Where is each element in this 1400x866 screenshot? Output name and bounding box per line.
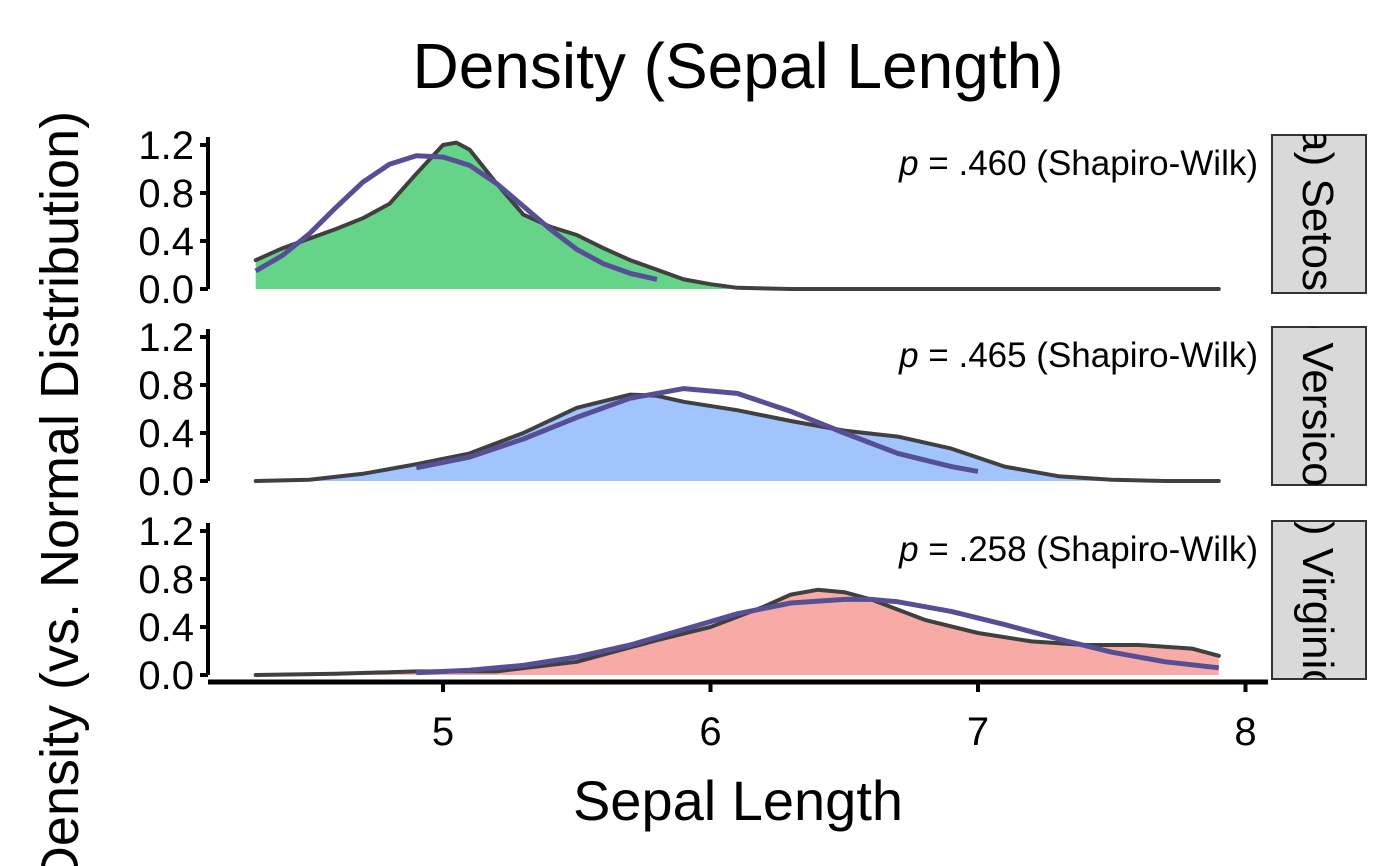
normal-curve <box>416 596 1220 676</box>
normal-curve <box>415 386 979 474</box>
p-symbol: p <box>898 336 918 375</box>
facet-strip-label: (c) Virginica <box>1293 484 1342 716</box>
facet-strip <box>1271 326 1367 486</box>
p-value-annotation: p = .460 (Shapiro-Wilk) <box>898 144 1258 183</box>
facet-strip-label-group: (b) Versicolor <box>1293 276 1342 535</box>
y-tick-label: 1.2 <box>138 124 194 168</box>
x-axis-label: Sepal Length <box>573 769 903 832</box>
p-value-text: = .258 (Shapiro-Wilk) <box>919 530 1258 569</box>
density-area <box>255 589 1219 675</box>
p-value-annotation: p = .465 (Shapiro-Wilk) <box>898 336 1258 375</box>
facet-strip-label-group: (a) Setosa <box>1293 113 1342 317</box>
density-line <box>253 392 1221 483</box>
density-area <box>255 142 1219 289</box>
y-tick-label: 1.2 <box>138 510 194 554</box>
y-tick-label: 0.8 <box>138 558 194 602</box>
facet-panel: 0.00.40.81.2 p = .460 (Shapiro-Wilk) (a) S… <box>138 113 1367 317</box>
facet-panel: 0.00.40.81.2 p = .465 (Shapiro-Wilk) (b) V… <box>138 276 1367 535</box>
x-tick-label: 5 <box>432 710 454 754</box>
y-tick-label: 0.8 <box>138 364 194 408</box>
p-value-text: = .465 (Shapiro-Wilk) <box>919 336 1258 375</box>
y-tick-label: 0.8 <box>138 172 194 216</box>
x-tick-label: 7 <box>967 710 989 754</box>
y-tick-label: 0.0 <box>138 268 194 312</box>
y-tick-label: 1.2 <box>138 316 194 360</box>
y-tick-label: 0.4 <box>138 220 194 264</box>
facet-panels: 0.00.40.81.2 p = .460 (Shapiro-Wilk) (a) S… <box>138 113 1367 716</box>
facet-strip <box>1271 520 1367 680</box>
normal-curve <box>254 153 658 282</box>
facet-panel: 0.00.40.81.2 p = .258 (Shapiro-Wilk) (c) V… <box>138 484 1367 716</box>
facet-strip <box>1271 134 1367 294</box>
p-symbol: p <box>898 530 918 569</box>
y-tick-label: 0.0 <box>138 654 194 698</box>
p-value-annotation: p = .258 (Shapiro-Wilk) <box>898 530 1258 569</box>
p-symbol: p <box>898 144 918 183</box>
y-tick-label: 0.4 <box>138 606 194 650</box>
x-tick-label: 6 <box>699 710 721 754</box>
facet-strip-label-group: (c) Virginica <box>1293 484 1342 716</box>
facet-strip-label: (b) Versicolor <box>1293 276 1342 535</box>
facet-strip-label: (a) Setosa <box>1293 113 1342 317</box>
y-tick-label: 0.4 <box>138 412 194 456</box>
p-value-text: = .460 (Shapiro-Wilk) <box>919 144 1258 183</box>
y-axis-label: Density (vs. Normal Distribution) <box>30 111 90 866</box>
x-axis: 5 6 7 8 <box>208 679 1268 754</box>
x-tick-label: 8 <box>1234 710 1256 754</box>
y-tick-label: 0.0 <box>138 460 194 504</box>
chart-title: Density (Sepal Length) <box>412 30 1063 102</box>
